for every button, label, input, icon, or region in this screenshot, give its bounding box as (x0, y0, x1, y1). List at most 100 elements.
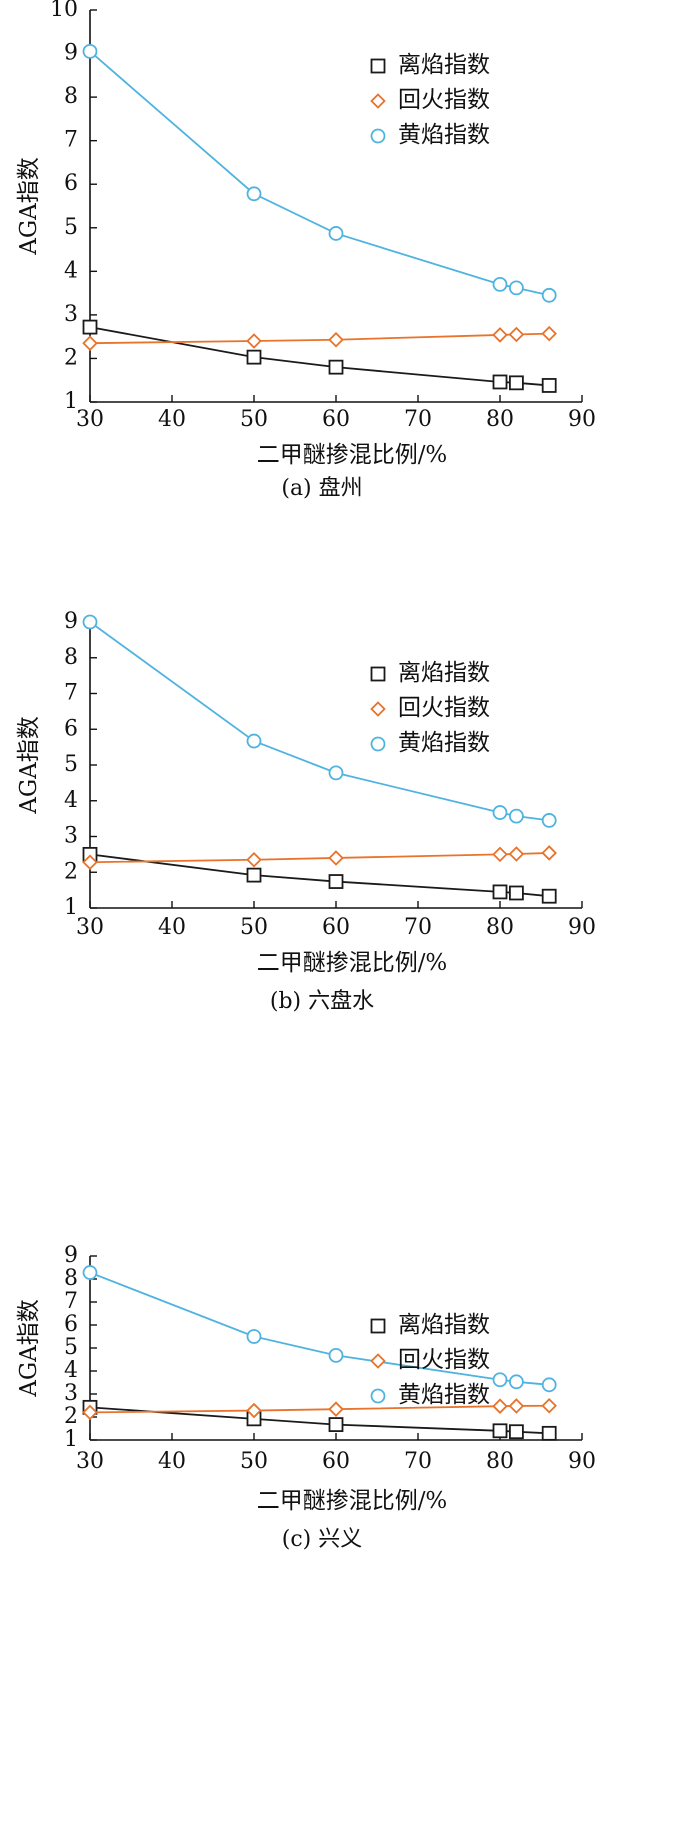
data-point-a-2-5 (541, 287, 557, 303)
data-point-b-0-3 (492, 884, 508, 900)
data-point-a-2-2 (328, 226, 344, 241)
x-axis-title-c: 二甲醚掺混比例/% (257, 1488, 448, 1514)
x-tick-label-a: 60 (322, 407, 350, 432)
legend-label-a-1: 回火指数 (398, 87, 490, 113)
data-point-b-0-1 (246, 867, 262, 883)
legend-marker-a-0 (370, 58, 386, 74)
data-point-a-2-4 (509, 280, 524, 296)
chart-svg-b: 30 40 50 60 70 80 90 1 2 3 4 5 6 7 8 9 二甲醚掺混比例/% AGA指数 (b)… (16, 609, 596, 1014)
data-point-b-2-1 (246, 733, 262, 749)
data-point-b-2-3 (492, 805, 508, 820)
data-point-a-0-0 (82, 319, 98, 335)
data-point-b-1-4 (508, 846, 525, 862)
x-axis-title-a: 二甲醚掺混比例/% (257, 442, 448, 468)
x-tick-label-a: 50 (240, 407, 268, 432)
data-point-c-1-1 (246, 1402, 262, 1419)
y-tick-label-c: 1 (64, 1427, 78, 1452)
y-axis-title-b: AGA指数 (16, 716, 42, 815)
data-point-a-1-3 (492, 327, 508, 343)
x-tick-label-c: 80 (486, 1449, 514, 1474)
y-axis-title-a: AGA指数 (16, 157, 42, 256)
y-tick-label-b: 9 (64, 609, 78, 634)
data-point-a-1-2 (328, 331, 344, 348)
series-line-b-2 (89, 621, 550, 822)
data-point-b-2-5 (541, 813, 557, 828)
y-tick-label-a: 1 (64, 389, 78, 414)
y-tick-label-c: 3 (64, 1381, 78, 1406)
y-tick-label-a: 8 (64, 84, 78, 109)
x-tick-label-b: 50 (240, 915, 268, 940)
x-tick-label-a: 90 (568, 407, 596, 432)
y-tick-label-a: 7 (64, 128, 78, 153)
data-point-c-2-3 (492, 1372, 508, 1388)
y-tick-label-c: 2 (64, 1404, 78, 1429)
x-axis-title-b: 二甲醚掺混比例/% (257, 950, 448, 976)
x-tick-label-c: 70 (404, 1449, 432, 1474)
y-tick-label-a: 10 (50, 0, 78, 22)
data-point-c-2-2 (328, 1347, 344, 1363)
chart-svg-a: 30 40 50 60 70 80 90 1 2 3 4 5 6 7 8 9 10 二甲醚掺混比例/% AGA指数 (… (16, 0, 596, 501)
data-point-b-2-2 (328, 765, 344, 781)
legend-label-b-1: 回火指数 (398, 695, 490, 721)
y-tick-label-c: 9 (64, 1243, 78, 1268)
data-point-c-1-0 (82, 1404, 98, 1421)
data-point-a-0-5 (541, 378, 557, 393)
data-point-c-1-4 (508, 1398, 525, 1414)
data-point-c-0-2 (328, 1417, 344, 1432)
x-tick-label-b: 30 (76, 915, 104, 940)
x-tick-label-a: 80 (486, 407, 514, 432)
x-tick-label-b: 90 (568, 915, 596, 940)
y-tick-label-a: 3 (64, 302, 78, 327)
legend-marker-c-2 (370, 1388, 386, 1404)
y-tick-label-c: 7 (64, 1289, 78, 1314)
x-tick-label-a: 40 (158, 407, 186, 432)
data-point-b-0-5 (541, 888, 557, 904)
legend-marker-a-2 (370, 128, 386, 144)
data-point-b-1-1 (246, 851, 262, 868)
y-tick-label-b: 7 (64, 681, 78, 706)
x-tick-label-b: 70 (404, 915, 432, 940)
legend-marker-b-0 (370, 666, 386, 682)
y-tick-label-a: 2 (64, 345, 78, 370)
y-tick-label-b: 1 (64, 895, 78, 920)
x-tick-label-c: 30 (76, 1449, 104, 1474)
y-tick-label-a: 9 (64, 41, 78, 66)
legend-label-c-0: 离焰指数 (398, 1312, 490, 1338)
data-point-c-1-3 (492, 1398, 508, 1414)
y-tick-label-b: 2 (64, 859, 78, 884)
legend-marker-c-0 (370, 1318, 386, 1334)
data-point-b-1-5 (541, 845, 557, 861)
y-tick-label-c: 5 (64, 1335, 78, 1360)
data-point-c-2-1 (246, 1329, 262, 1344)
y-tick-label-a: 5 (64, 215, 78, 240)
legend-label-b-0: 离焰指数 (398, 660, 490, 686)
x-tick-label-c: 50 (240, 1449, 268, 1474)
legend-marker-b-1 (370, 701, 386, 717)
y-tick-label-a: 6 (64, 171, 78, 196)
legend-marker-a-1 (370, 93, 386, 109)
x-tick-label-a: 70 (404, 407, 432, 432)
data-point-a-2-1 (246, 186, 262, 202)
y-tick-label-b: 6 (64, 716, 78, 741)
legend-label-a-0: 离焰指数 (398, 52, 490, 78)
y-axis-title-c: AGA指数 (16, 1299, 42, 1398)
y-tick-label-b: 3 (64, 824, 78, 849)
data-point-b-1-0 (82, 854, 98, 871)
y-tick-label-a: 4 (64, 258, 78, 283)
data-point-c-0-3 (492, 1423, 508, 1439)
data-point-a-0-4 (508, 375, 524, 391)
chart-panel-b: 30 40 50 60 70 80 90 1 2 3 4 5 6 7 8 9 二甲醚掺混比例/% AGA指数 (b)… (0, 590, 700, 1200)
data-point-c-2-0 (82, 1265, 98, 1280)
data-point-b-2-0 (82, 614, 98, 630)
x-tick-label-b: 60 (322, 915, 350, 940)
x-tick-label-b: 40 (158, 915, 186, 940)
data-point-a-0-3 (492, 374, 508, 390)
panel-caption-a: (a) 盘州 (281, 476, 362, 501)
data-point-c-2-5 (541, 1377, 557, 1393)
x-tick-label-a: 30 (76, 407, 104, 432)
data-point-a-1-0 (82, 335, 98, 351)
y-tick-label-c: 8 (64, 1266, 78, 1291)
data-point-c-2-4 (509, 1374, 524, 1390)
y-tick-label-b: 4 (64, 788, 78, 813)
